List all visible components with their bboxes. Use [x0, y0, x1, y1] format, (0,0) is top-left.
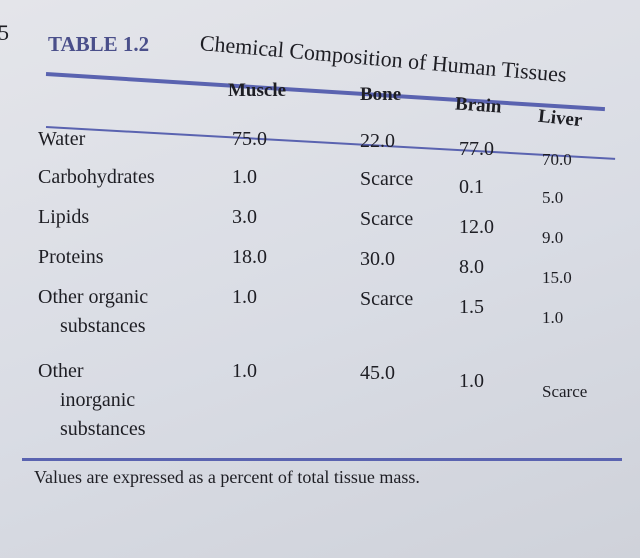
table-cell: Scarce	[360, 168, 414, 190]
table-cell: 9.0	[542, 228, 564, 247]
row-label: Water	[38, 128, 86, 150]
table-cell: 0.1	[459, 176, 484, 198]
table-cell: 77.0	[459, 138, 494, 160]
table-cell: 1.0	[232, 166, 257, 188]
table-cell: 18.0	[232, 246, 267, 268]
column-header: Liver	[537, 105, 584, 132]
footnote: Values are expressed as a percent of tot…	[34, 467, 420, 487]
row-label: Other	[38, 360, 84, 382]
row-label: substances	[60, 418, 146, 440]
table-cell: Scarce	[360, 208, 414, 230]
header-rule	[45, 126, 616, 160]
table-cell: 45.0	[360, 362, 395, 384]
table-cell: 1.0	[459, 370, 484, 392]
row-label: Carbohydrates	[38, 166, 155, 188]
row-label: substances	[60, 315, 146, 337]
bottom-rule	[22, 458, 622, 461]
table-cell: 1.0	[232, 286, 257, 308]
table-cell: 15.0	[542, 268, 572, 287]
table-cell: 8.0	[459, 256, 484, 278]
table-cell: 3.0	[232, 206, 257, 228]
table-cell: 1.0	[232, 360, 257, 382]
table-cell: 30.0	[360, 248, 395, 270]
margin-mark: 5	[0, 20, 9, 45]
table-cell: 70.0	[542, 150, 572, 169]
table-cell: Scarce	[542, 382, 588, 401]
column-header: Bone	[360, 84, 402, 105]
table-cell: 1.0	[542, 308, 564, 327]
column-header: Brain	[454, 93, 503, 118]
table-cell: Scarce	[360, 288, 414, 310]
table-cell: 75.0	[232, 128, 267, 150]
table-cell: 22.0	[360, 130, 395, 152]
row-label: Lipids	[38, 206, 90, 228]
table-label: TABLE 1.2	[48, 32, 150, 56]
table-cell: 5.0	[542, 188, 564, 207]
row-label: Other organic	[38, 286, 149, 308]
table-cell: 1.5	[459, 296, 484, 318]
row-label: inorganic	[60, 389, 136, 411]
table-cell: 12.0	[459, 216, 494, 238]
column-header: Muscle	[228, 80, 287, 101]
row-label: Proteins	[38, 246, 104, 268]
